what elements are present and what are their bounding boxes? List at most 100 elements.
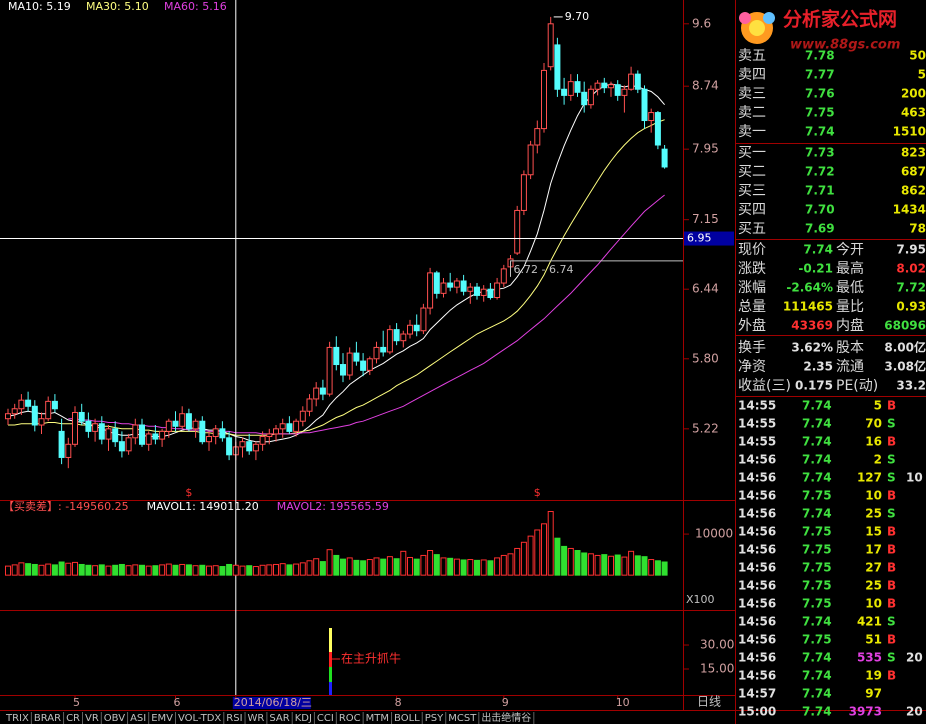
tick-side: S [887, 507, 896, 521]
volume-bar [279, 563, 286, 576]
volume-bar [453, 558, 460, 576]
book-label: 卖四 [738, 67, 766, 83]
ma-line [8, 119, 665, 436]
tick-volume: 16 [865, 435, 882, 449]
tick-time: 14:56 [738, 579, 776, 593]
tick-time: 14:56 [738, 561, 776, 575]
volume-bar [326, 549, 333, 576]
logo: 分析家公式网 www.88gs.com [739, 8, 900, 53]
candle-body [319, 387, 326, 395]
stat-value: 33.2 [896, 379, 926, 393]
x-tick-label: 8 [395, 696, 402, 709]
book-volume: 50 [909, 49, 926, 63]
tick-price: 7.74 [802, 705, 832, 719]
candle-body [608, 84, 614, 89]
book-volume: 1434 [893, 203, 926, 217]
volume-bar [139, 564, 145, 576]
tab[interactable]: ROC [339, 713, 361, 724]
volume-bar [574, 550, 581, 576]
candle-body [139, 424, 145, 445]
candle-body [206, 436, 212, 443]
volume-bar [400, 550, 407, 576]
volume-bar [145, 565, 152, 576]
tick-side: S [887, 417, 896, 431]
book-volume: 823 [901, 146, 926, 160]
tick-time: 14:56 [738, 615, 776, 629]
crosshair-date-box [232, 697, 311, 709]
tab[interactable]: RSI [226, 713, 242, 724]
tab[interactable]: SAR [269, 713, 289, 724]
volume-bar [31, 563, 38, 576]
candle-body [112, 428, 119, 443]
volume-bar [520, 541, 527, 576]
book-label: 卖三 [738, 86, 766, 102]
tab[interactable]: MTM [366, 713, 389, 724]
tick-side: B [887, 525, 896, 539]
volume-bar [427, 550, 434, 576]
volume-bar [360, 560, 367, 576]
candle-body [279, 423, 286, 430]
tick-price: 7.74 [802, 651, 832, 665]
tick-price: 7.74 [802, 471, 832, 485]
tick-volume: 25 [865, 507, 882, 521]
annotation-box [510, 260, 683, 277]
y-tick-label: 7.15 [692, 212, 719, 226]
signal: $ [534, 486, 541, 499]
tick-volume: 421 [857, 615, 882, 629]
volume-bar [380, 558, 387, 576]
tab[interactable]: KDJ [295, 713, 312, 724]
tab[interactable]: OBV [104, 713, 125, 724]
stat-label: 换手 [738, 339, 766, 356]
candle-body [152, 433, 159, 440]
tick-price: 7.74 [802, 687, 832, 701]
candle-body [467, 286, 474, 292]
tab[interactable]: BRAR [34, 713, 61, 724]
candle-body [31, 405, 38, 426]
volume-bar [661, 561, 668, 576]
tab[interactable]: 出击绝情谷 [481, 711, 531, 724]
volume-bar [18, 562, 25, 576]
stat-value: 3.62% [791, 341, 833, 355]
volume-bar [561, 545, 568, 576]
crosshair-label: 6.95 [687, 232, 712, 245]
book-price: 7.75 [805, 106, 835, 120]
x-tick-label: 6 [174, 696, 181, 709]
tab[interactable]: VOL-TDX [178, 713, 221, 724]
tick-time: 14:56 [738, 633, 776, 647]
x-tick-label: 9 [502, 696, 509, 709]
tick-side: S [887, 651, 896, 665]
volume-bar [299, 562, 306, 576]
volume-bar [467, 559, 474, 576]
candle-body [474, 286, 480, 296]
book-label: 卖五 [738, 48, 766, 64]
tab[interactable]: BOLL [394, 713, 420, 724]
volume-bar [219, 566, 226, 576]
tab[interactable]: WR [248, 713, 265, 724]
stat-value: 8.02 [896, 262, 926, 276]
volume-bar [45, 563, 52, 576]
volume-bar [85, 564, 92, 576]
candle-body [125, 437, 132, 452]
tab[interactable]: CCI [317, 713, 334, 724]
tab[interactable]: TRIX [5, 713, 29, 724]
volume-bar [212, 565, 219, 576]
book-price: 7.76 [805, 87, 835, 101]
tab[interactable]: EMV [151, 713, 173, 724]
candle-body [346, 352, 353, 376]
volume-bar [346, 557, 353, 576]
volume-bar [313, 558, 320, 576]
tab[interactable]: ASI [130, 713, 146, 724]
volume-bar [420, 554, 427, 576]
candle-body [440, 282, 447, 294]
tick-volume: 97 [865, 687, 882, 701]
tick-price: 7.74 [802, 507, 832, 521]
tab[interactable]: MCST [448, 713, 477, 724]
tab[interactable]: PSY [425, 713, 444, 724]
tick-volume: 17 [865, 543, 882, 557]
book-volume: 687 [901, 165, 926, 179]
volume-bar [386, 556, 393, 576]
tab[interactable]: VR [85, 713, 99, 724]
tab[interactable]: CR [66, 713, 80, 724]
volume-bar [232, 564, 239, 576]
y-tick-label: 7.95 [692, 142, 719, 156]
